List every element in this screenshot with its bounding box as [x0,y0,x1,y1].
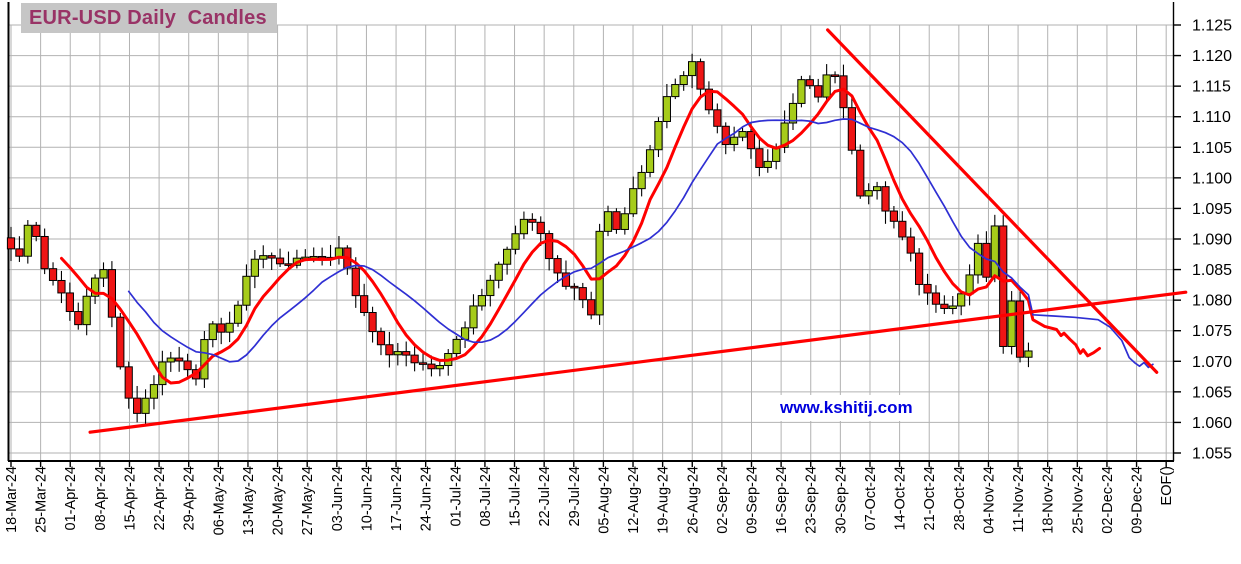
x-axis-date-label: 20-May-24 [271,466,287,535]
x-axis-date-label: 13-May-24 [241,466,257,535]
fast-red-ma [60,87,1101,385]
x-axis-date-label: 05-Aug-24 [596,466,612,534]
x-axis-date-label: 26-Aug-24 [685,466,701,534]
chart-title: EUR-USD Daily Candles [21,3,277,33]
x-axis-date-label: 10-Jun-24 [359,466,375,531]
x-axis-date-label: 15-Apr-24 [122,466,138,530]
y-axis-label: 1.105 [1192,140,1232,157]
x-axis-date-label: 04-Nov-24 [981,466,997,534]
x-axis-date-label: 02-Sep-24 [715,466,731,534]
y-axis-label: 1.115 [1192,79,1231,96]
gridlines [8,24,1173,460]
y-axis-label: 1.095 [1192,201,1232,218]
x-axis-date-label: 15-Jul-24 [508,466,524,526]
x-axis-date-label: 09-Sep-24 [745,466,761,534]
axis-labels: 1.125 1.120 1.115 1.110 1.105 1.100 1.095 1.090… [4,18,1232,536]
x-axis-date-label: 02-Dec-24 [1100,466,1116,534]
x-axis-date-label: 01-Apr-24 [63,466,79,530]
x-axis-date-label: 19-Aug-24 [656,466,672,534]
y-axis-label: 1.060 [1192,415,1232,432]
x-axis-date-label: 18-Nov-24 [1041,466,1057,534]
slow-blue-ma [127,118,1154,369]
y-axis-label: 1.090 [1192,232,1232,249]
x-axis-date-label: 25-Nov-24 [1070,466,1086,534]
x-axis-date-label: 01-Jul-24 [448,466,464,526]
y-axis-label: 1.055 [1192,446,1232,463]
x-axis-eof-label: EOF() [1159,466,1175,505]
x-axis-date-label: 28-Oct-24 [952,466,968,530]
x-axis-date-label: 06-May-24 [211,466,227,535]
x-axis-date-label: 30-Sep-24 [833,466,849,534]
y-axis-label: 1.110 [1192,109,1231,126]
y-axis-label: 1.080 [1192,293,1232,310]
x-axis-date-label: 11-Nov-24 [1011,466,1027,533]
x-axis-date-label: 09-Dec-24 [1130,466,1146,534]
x-axis-date-label: 29-Apr-24 [182,466,198,530]
x-axis-date-label: 14-Oct-24 [893,466,909,530]
x-axis-date-label: 08-Jul-24 [478,466,494,526]
x-axis-date-label: 17-Jun-24 [389,466,405,531]
x-axis-date-label: 12-Aug-24 [626,466,642,534]
x-axis-date-label: 24-Jun-24 [419,466,435,531]
y-axis-label: 1.125 [1192,18,1232,35]
x-axis-date-label: 03-Jun-24 [330,466,346,531]
trendlines-layer [88,28,1188,434]
y-axis-label: 1.070 [1192,354,1232,371]
x-axis-date-label: 22-Apr-24 [152,466,168,530]
x-axis-date-label: 08-Apr-24 [93,466,109,530]
x-axis-date-label: 23-Sep-24 [804,466,820,534]
axes [7,2,1181,467]
x-axis-date-label: 22-Jul-24 [537,466,553,526]
x-axis-date-label: 25-Mar-24 [34,466,50,533]
x-axis-date-label: 16-Sep-24 [774,466,790,534]
x-axis-date-label: 07-Oct-24 [863,466,879,530]
x-axis-date-label: 29-Jul-24 [567,466,583,526]
candles-layer [6,53,1033,426]
watermark-url: www.kshitij.com [772,395,921,421]
x-axis-date-label: 21-Oct-24 [922,466,938,530]
descending-resistance-line [826,28,1159,374]
moving-averages-layer [60,87,1154,385]
y-axis-label: 1.120 [1192,48,1232,65]
x-axis-date-label: 18-Mar-24 [4,466,20,533]
x-axis-date-label: 27-May-24 [300,466,316,535]
ascending-support-line [88,290,1188,434]
y-axis-label: 1.100 [1192,170,1232,187]
y-axis-label: 1.065 [1192,384,1232,401]
y-axis-label: 1.075 [1192,323,1232,340]
y-axis-label: 1.085 [1192,262,1232,279]
